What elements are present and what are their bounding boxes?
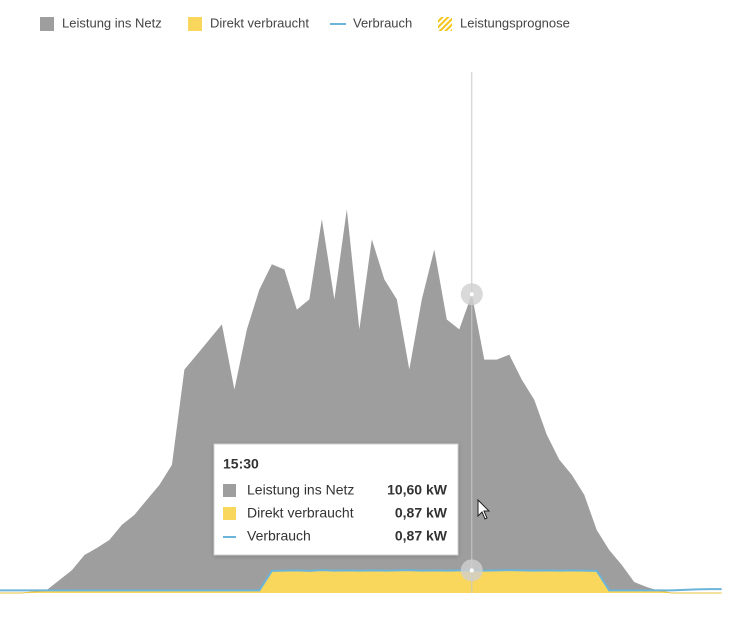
area-0 bbox=[0, 209, 722, 593]
legend-icon bbox=[40, 17, 54, 31]
legend-icon bbox=[188, 17, 202, 31]
tooltip-label: Verbrauch bbox=[247, 528, 311, 544]
tooltip-title: 15:30 bbox=[223, 456, 259, 472]
area-1 bbox=[0, 570, 722, 593]
legend-label[interactable]: Leistung ins Netz bbox=[62, 15, 162, 30]
legend-label[interactable]: Verbrauch bbox=[353, 15, 412, 30]
tooltip-value: 0,87 kW bbox=[395, 528, 448, 544]
legend-label[interactable]: Leistungsprognose bbox=[460, 15, 570, 30]
legend-icon bbox=[438, 17, 452, 31]
tooltip-label: Direkt verbraucht bbox=[247, 505, 354, 521]
hover-dot bbox=[469, 292, 474, 297]
tooltip-value: 0,87 kW bbox=[395, 505, 448, 521]
tooltip-value: 10,60 kW bbox=[387, 482, 448, 498]
line bbox=[0, 569, 722, 592]
tooltip-box bbox=[213, 443, 459, 556]
tooltip-label: Leistung ins Netz bbox=[247, 482, 354, 498]
tooltip-icon bbox=[223, 484, 236, 497]
hover-dot bbox=[469, 568, 474, 573]
tooltip-icon bbox=[223, 507, 236, 520]
legend-label[interactable]: Direkt verbraucht bbox=[210, 15, 309, 30]
mouse-cursor bbox=[477, 498, 491, 520]
